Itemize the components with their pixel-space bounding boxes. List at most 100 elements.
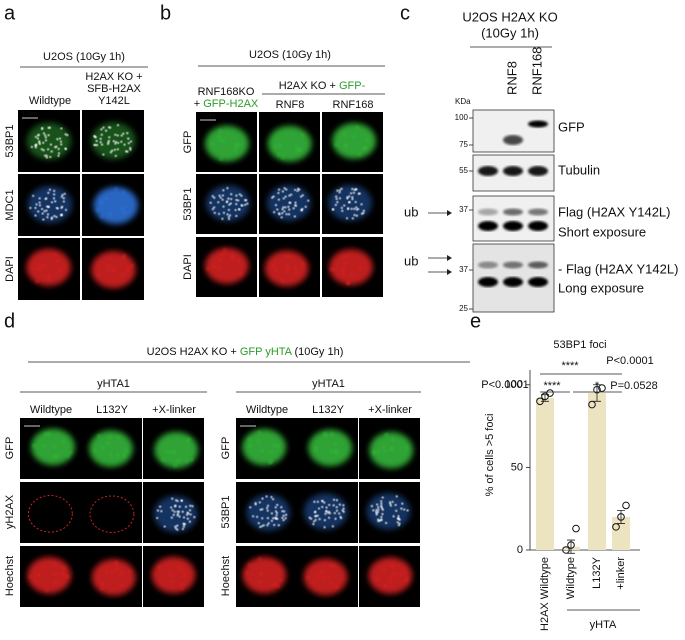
focus (169, 579, 175, 585)
focus (172, 462, 178, 468)
focus (35, 203, 38, 206)
focus (257, 521, 261, 525)
focus (287, 205, 290, 209)
focus (287, 213, 291, 216)
focus (388, 574, 394, 580)
lane-label: RNF168 (529, 47, 544, 95)
row-label: MDC1 (4, 189, 16, 220)
micrograph (196, 174, 257, 234)
micrograph (236, 546, 297, 607)
focus (267, 522, 270, 525)
focus (332, 504, 335, 507)
image-bg (20, 482, 81, 543)
focus (52, 197, 56, 200)
focus (280, 212, 284, 215)
focus (28, 574, 34, 580)
focus (281, 510, 284, 513)
focus (326, 574, 332, 580)
focus (186, 517, 190, 520)
focus (63, 192, 66, 196)
focus (273, 581, 279, 587)
focus (247, 562, 253, 568)
focus (282, 514, 285, 517)
focus (216, 265, 222, 271)
focus (270, 519, 274, 523)
focus (217, 128, 223, 134)
panel-label: a (4, 2, 16, 24)
focus (107, 211, 113, 217)
focus (335, 197, 338, 201)
focus (129, 140, 133, 143)
focus (349, 272, 355, 278)
focus (45, 197, 48, 200)
focus (293, 271, 299, 277)
panel-title: U2OS (10Gy 1h) (249, 49, 331, 61)
annotation: * (595, 380, 600, 392)
focus (52, 561, 58, 567)
focus (323, 518, 327, 522)
focus (40, 126, 44, 130)
focus (318, 570, 324, 576)
focus (235, 194, 238, 197)
focus (107, 141, 110, 144)
y-axis-label: % of cells >5 foci (484, 414, 496, 497)
focus (362, 145, 368, 151)
focus (58, 137, 62, 140)
focus (121, 255, 127, 261)
focus (276, 152, 282, 158)
focus (60, 127, 63, 130)
focus (254, 503, 257, 506)
focus (176, 524, 179, 527)
micrograph (259, 112, 320, 172)
nucleus (205, 185, 250, 222)
focus (381, 496, 384, 499)
micrograph (82, 110, 144, 172)
band (478, 221, 498, 231)
focus (119, 206, 125, 212)
focus (188, 520, 192, 523)
focus (55, 215, 58, 219)
focus (353, 207, 356, 211)
micrograph (18, 174, 80, 236)
focus (354, 200, 357, 204)
focus (280, 216, 283, 219)
focus (355, 208, 359, 211)
annotation: P<0.0001 (481, 379, 528, 391)
focus (187, 512, 190, 515)
band (503, 277, 523, 287)
focus (327, 516, 331, 519)
focus (108, 452, 114, 458)
nucleus (242, 428, 287, 466)
focus (34, 278, 40, 284)
band (478, 208, 498, 216)
focus (346, 207, 350, 211)
focus (351, 187, 354, 191)
scale-bar-label: 10um (240, 420, 255, 426)
focus (226, 186, 229, 190)
focus (355, 214, 359, 217)
focus (174, 527, 178, 530)
band (528, 208, 548, 216)
focus (114, 133, 117, 136)
focus (126, 131, 129, 135)
focus (50, 201, 54, 204)
focus (259, 448, 265, 454)
scale-bar-label: 10um (22, 112, 37, 118)
focus (326, 511, 330, 515)
focus (270, 495, 273, 499)
nucleus-outline (89, 495, 135, 534)
data-point (588, 400, 596, 409)
focus (342, 507, 345, 510)
column-header: L132Y (96, 404, 128, 416)
micrograph (322, 237, 383, 297)
focus (227, 208, 231, 212)
focus (277, 198, 281, 201)
focus (298, 188, 301, 191)
focus (325, 510, 328, 513)
focus (129, 263, 135, 269)
row-label: GFP (220, 437, 232, 460)
focus (222, 189, 225, 192)
focus (376, 506, 380, 509)
focus (43, 431, 49, 437)
